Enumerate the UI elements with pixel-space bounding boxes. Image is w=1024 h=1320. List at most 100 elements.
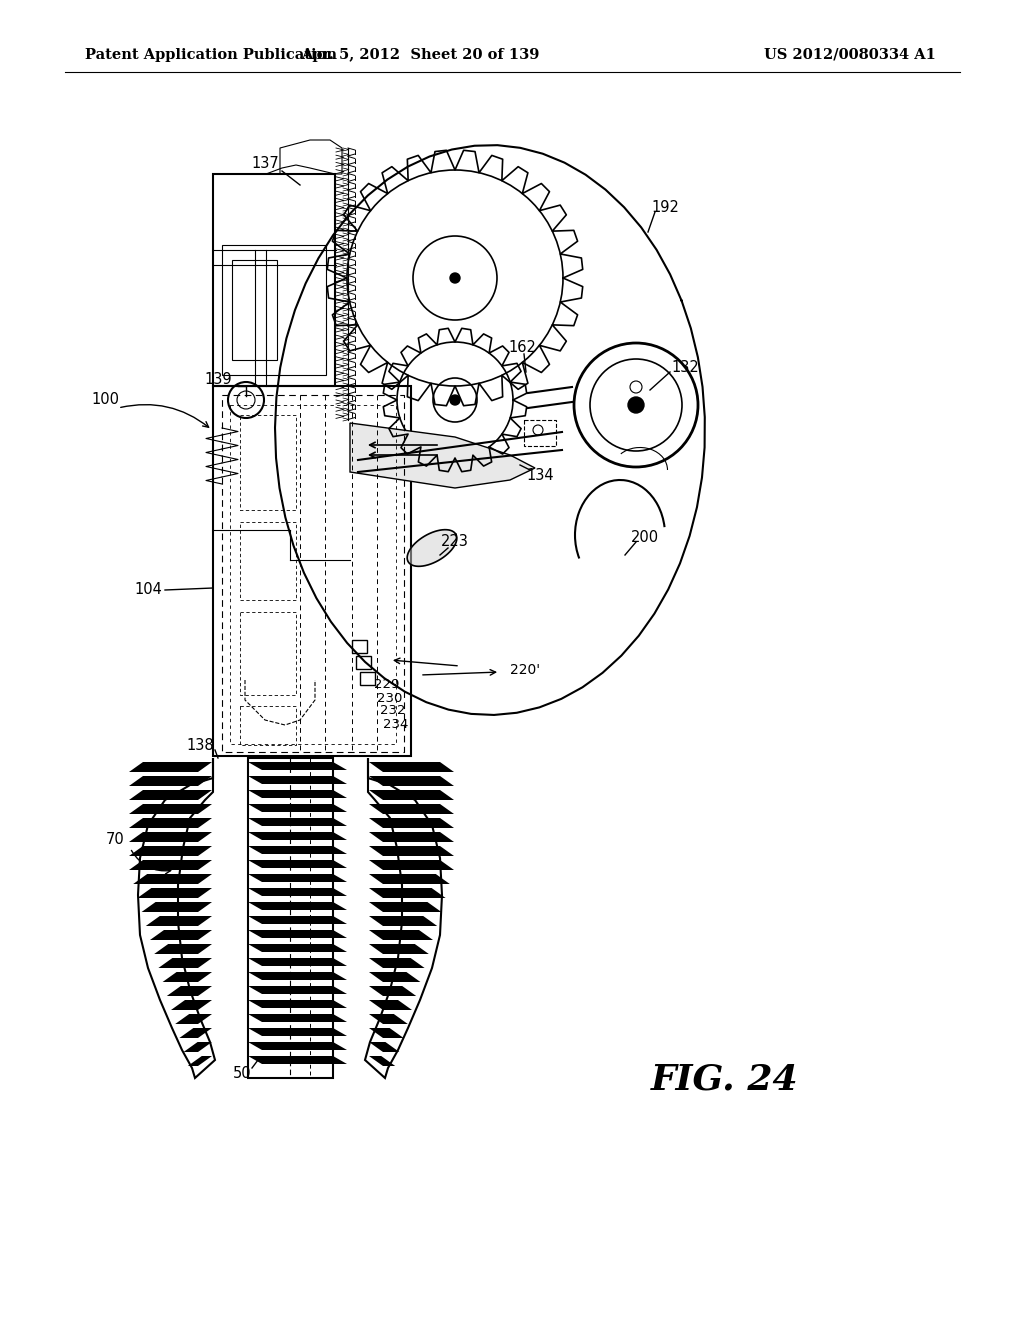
Polygon shape — [248, 958, 347, 966]
Text: 137: 137 — [251, 156, 279, 170]
Polygon shape — [187, 1056, 212, 1067]
Polygon shape — [369, 931, 433, 940]
Polygon shape — [369, 986, 416, 997]
Polygon shape — [248, 944, 347, 952]
Polygon shape — [141, 902, 212, 912]
Polygon shape — [155, 944, 212, 954]
Bar — [352, 640, 367, 653]
Polygon shape — [129, 762, 212, 772]
Polygon shape — [369, 944, 429, 954]
Polygon shape — [248, 1041, 347, 1049]
Polygon shape — [408, 529, 457, 566]
Polygon shape — [179, 1028, 212, 1038]
Polygon shape — [248, 1028, 347, 1036]
Text: 70: 70 — [105, 833, 124, 847]
Circle shape — [450, 395, 460, 405]
Text: 232: 232 — [380, 705, 406, 718]
Bar — [232, 260, 278, 360]
Polygon shape — [248, 972, 347, 979]
Polygon shape — [163, 972, 212, 982]
Text: 229: 229 — [374, 678, 399, 692]
Polygon shape — [248, 776, 347, 784]
Polygon shape — [159, 958, 212, 968]
Polygon shape — [248, 818, 347, 826]
Polygon shape — [171, 1001, 212, 1010]
Bar — [222, 246, 326, 375]
Text: 139: 139 — [204, 372, 231, 388]
Polygon shape — [150, 931, 212, 940]
Text: 134: 134 — [526, 467, 554, 483]
Polygon shape — [248, 1056, 347, 1064]
Polygon shape — [369, 846, 454, 855]
Text: 200: 200 — [631, 531, 659, 545]
Polygon shape — [248, 874, 347, 882]
Polygon shape — [248, 1014, 347, 1022]
Polygon shape — [248, 789, 347, 799]
Polygon shape — [129, 804, 212, 814]
Polygon shape — [183, 1041, 212, 1052]
Text: 50: 50 — [232, 1067, 251, 1081]
Text: 162: 162 — [508, 341, 536, 355]
Text: 192: 192 — [651, 199, 679, 214]
Text: 223: 223 — [441, 535, 469, 549]
Bar — [213, 385, 411, 756]
Text: 138: 138 — [186, 738, 214, 752]
Polygon shape — [369, 1056, 395, 1067]
Polygon shape — [248, 804, 347, 812]
Text: US 2012/0080334 A1: US 2012/0080334 A1 — [764, 48, 936, 62]
Circle shape — [628, 397, 644, 413]
Polygon shape — [248, 916, 347, 924]
Text: 220': 220' — [510, 663, 540, 677]
Text: Apr. 5, 2012  Sheet 20 of 139: Apr. 5, 2012 Sheet 20 of 139 — [301, 48, 540, 62]
Text: 100: 100 — [91, 392, 119, 408]
Polygon shape — [369, 1028, 403, 1038]
Bar — [524, 420, 556, 446]
Polygon shape — [248, 902, 347, 909]
Polygon shape — [145, 916, 212, 927]
Polygon shape — [129, 832, 212, 842]
Polygon shape — [248, 888, 347, 896]
Polygon shape — [369, 902, 441, 912]
Polygon shape — [129, 846, 212, 855]
Polygon shape — [175, 1014, 212, 1024]
Polygon shape — [369, 972, 421, 982]
Polygon shape — [129, 861, 212, 870]
Polygon shape — [137, 888, 212, 898]
Polygon shape — [129, 776, 212, 785]
Text: Patent Application Publication: Patent Application Publication — [85, 48, 337, 62]
Polygon shape — [350, 422, 535, 488]
Polygon shape — [369, 888, 445, 898]
Polygon shape — [369, 832, 454, 842]
Text: 104: 104 — [134, 582, 162, 598]
Circle shape — [450, 273, 460, 282]
Polygon shape — [129, 789, 212, 800]
Polygon shape — [369, 804, 454, 814]
Polygon shape — [369, 874, 450, 884]
Polygon shape — [369, 958, 425, 968]
Polygon shape — [369, 916, 437, 927]
Text: 234: 234 — [383, 718, 409, 730]
Bar — [356, 656, 371, 669]
Polygon shape — [133, 874, 212, 884]
Polygon shape — [248, 762, 347, 770]
Polygon shape — [369, 1041, 399, 1052]
Polygon shape — [167, 986, 212, 997]
Text: 230: 230 — [377, 692, 402, 705]
Polygon shape — [369, 861, 454, 870]
Polygon shape — [369, 818, 454, 828]
Polygon shape — [369, 776, 454, 785]
Polygon shape — [369, 1014, 408, 1024]
Polygon shape — [248, 832, 347, 840]
Polygon shape — [369, 1001, 412, 1010]
Polygon shape — [248, 861, 347, 869]
Text: FIG. 24: FIG. 24 — [651, 1063, 799, 1097]
Bar — [248, 758, 333, 1078]
Polygon shape — [248, 1001, 347, 1008]
Polygon shape — [129, 818, 212, 828]
Polygon shape — [248, 846, 347, 854]
Polygon shape — [369, 789, 454, 800]
Polygon shape — [248, 986, 347, 994]
Polygon shape — [369, 762, 454, 772]
Text: 132: 132 — [671, 360, 698, 375]
Polygon shape — [248, 931, 347, 939]
